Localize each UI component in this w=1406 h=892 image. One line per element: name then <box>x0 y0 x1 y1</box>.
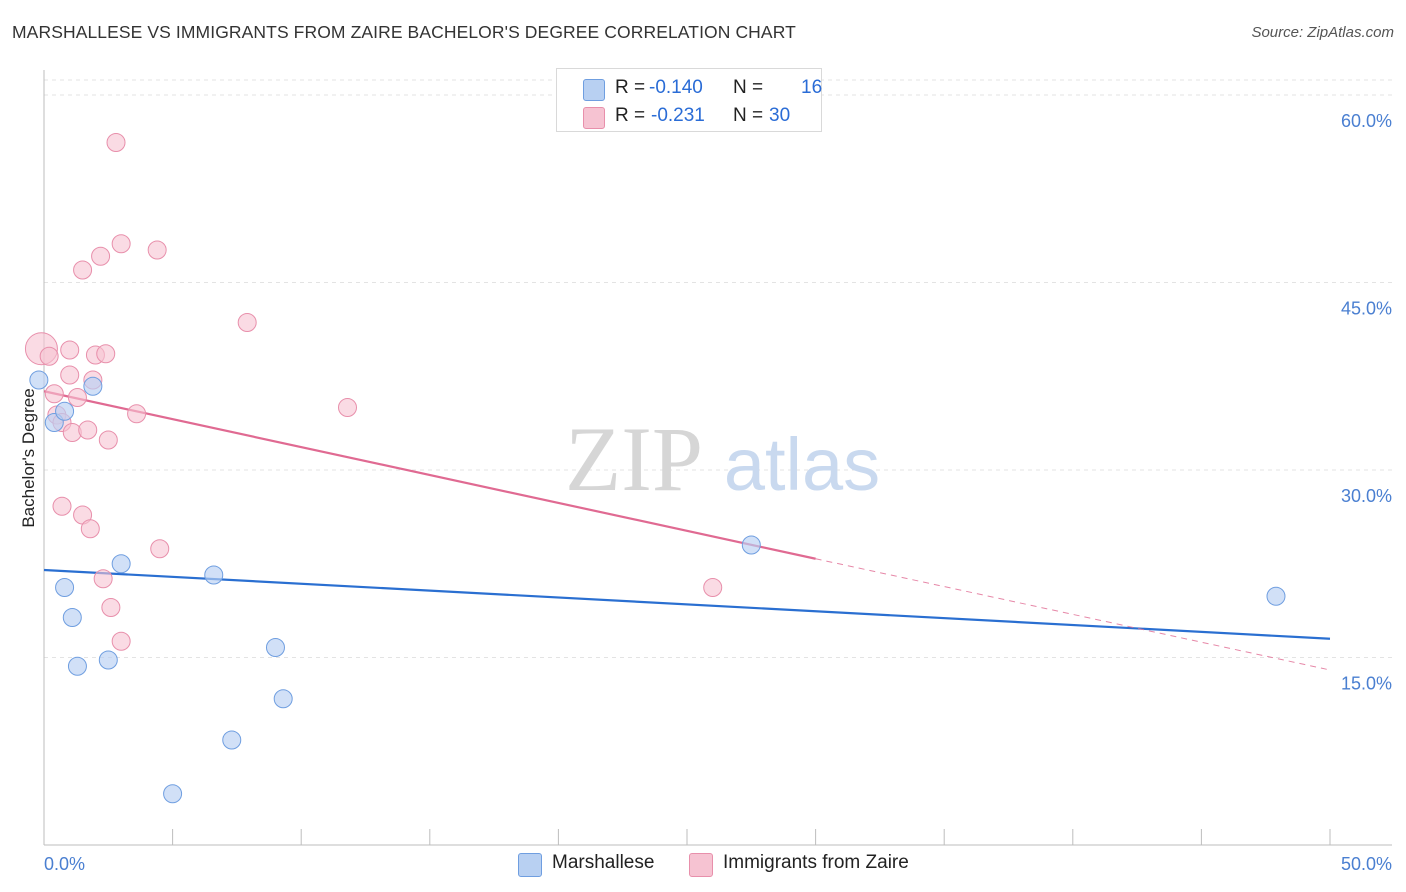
data-point-zaire <box>111 631 131 651</box>
trend-lines <box>43 390 1331 671</box>
data-point-zaire <box>703 578 723 597</box>
y-tick-label: 15.0% <box>1341 674 1392 694</box>
data-point-marshallese <box>98 650 118 670</box>
watermark-atlas: atlas <box>724 423 880 506</box>
data-point-marshallese <box>163 784 183 804</box>
watermark: ZIP atlas <box>565 408 880 510</box>
data-point-marshallese <box>111 554 131 574</box>
data-point-marshallese <box>83 376 103 396</box>
data-point-marshallese <box>222 730 242 750</box>
data-point-zaire <box>52 496 72 516</box>
y-tick-label: 60.0% <box>1341 111 1392 131</box>
data-point-zaire <box>60 365 80 385</box>
data-point-zaire <box>106 133 126 152</box>
trend-line-zaire <box>43 390 816 560</box>
y-axis-label: Bachelor's Degree <box>19 388 38 527</box>
data-point-marshallese <box>273 689 293 709</box>
axes <box>43 70 1392 846</box>
data-point-zaire <box>67 388 87 407</box>
data-point-zaire <box>93 569 113 589</box>
data-point-marshallese <box>1266 586 1286 606</box>
watermark-zip: ZIP <box>565 408 703 510</box>
data-point-zaire <box>60 340 80 360</box>
data-point-marshallese <box>62 608 82 627</box>
series-legend: Marshallese Immigrants from Zaire <box>0 850 1406 880</box>
data-point-zaire <box>39 346 59 366</box>
x-tick-label: 0.0% <box>44 854 85 874</box>
data-point-marshallese <box>741 535 761 555</box>
data-point-zaire <box>44 384 64 404</box>
blue-swatch-icon <box>583 79 605 101</box>
chart-title: MARSHALLESE VS IMMIGRANTS FROM ZAIRE BAC… <box>12 22 796 42</box>
pink-swatch-icon <box>583 107 605 129</box>
y-tick-label: 30.0% <box>1341 486 1392 506</box>
data-point-zaire <box>98 430 118 450</box>
data-point-zaire <box>111 234 131 254</box>
data-point-zaire <box>127 404 147 424</box>
grid-lines <box>44 79 1392 658</box>
tick-labels: 15.0% 30.0% 45.0% 60.0% 0.0% 50.0% <box>44 111 1392 874</box>
n-value: 30 <box>769 105 791 126</box>
data-point-zaire <box>337 398 357 417</box>
data-point-zaire <box>73 260 93 280</box>
r-label: R = <box>615 105 646 126</box>
r-value: -0.140 <box>649 77 703 98</box>
data-point-zaire <box>91 246 111 266</box>
data-point-zaire <box>80 519 100 539</box>
y-tick-label: 45.0% <box>1341 299 1392 319</box>
data-point-zaire <box>147 240 167 260</box>
data-point-marshallese <box>29 370 49 390</box>
n-value: 16 <box>801 77 823 98</box>
data-points <box>24 133 1286 804</box>
blue-swatch-icon <box>518 853 542 877</box>
data-point-marshallese <box>55 578 75 597</box>
legend-label: Immigrants from Zaire <box>723 852 909 873</box>
data-point-zaire <box>101 598 121 617</box>
pink-swatch-icon <box>689 853 713 877</box>
data-point-zaire <box>237 313 257 332</box>
n-label: N = <box>733 105 764 126</box>
data-point-marshallese <box>204 565 224 585</box>
data-point-marshallese <box>55 401 75 421</box>
data-point-zaire <box>96 344 116 364</box>
data-point-marshallese <box>265 638 285 657</box>
trend-line-marshallese <box>43 568 1331 640</box>
data-point-zaire <box>78 420 98 440</box>
legend-label: Marshallese <box>552 852 655 873</box>
x-tick-label: 50.0% <box>1341 854 1392 874</box>
source-credit: Source: ZipAtlas.com <box>1251 24 1394 41</box>
r-value: -0.231 <box>651 105 705 126</box>
stats-legend: R = -0.140 N = 16 R = -0.231 N = 30 <box>556 68 822 132</box>
data-point-marshallese <box>67 656 87 676</box>
n-label: N = <box>733 77 764 98</box>
r-label: R = <box>615 77 646 98</box>
data-point-zaire <box>150 539 170 559</box>
